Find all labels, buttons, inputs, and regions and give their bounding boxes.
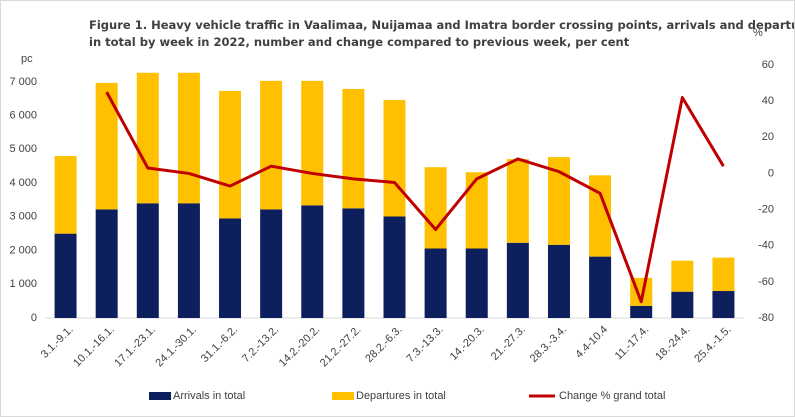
- x-tick-label: 21.2.-27.2.: [318, 324, 364, 370]
- bar: [54, 156, 77, 234]
- x-tick-label: 14.2.-20.2.: [277, 324, 323, 370]
- y2-axis-label: %: [753, 27, 763, 39]
- bar: [465, 248, 488, 318]
- x-tick-label: 10.1.-16.1.: [71, 324, 117, 370]
- legend-label: Departures in total: [356, 390, 446, 402]
- bar: [465, 172, 488, 249]
- bar: [136, 203, 159, 318]
- bar: [424, 248, 447, 318]
- x-tick-label: 28.3.-3.4.: [528, 324, 569, 365]
- x-tick-label: 21.-27.3.: [489, 324, 528, 363]
- x-tick-label: 7.2.-13.2.: [240, 324, 281, 365]
- bar: [136, 72, 159, 204]
- x-tick-label: 17.1.-23.1.: [112, 324, 158, 370]
- bar: [589, 256, 612, 318]
- bar: [671, 260, 694, 292]
- legend-swatch: [149, 392, 171, 400]
- y2-tick-label: 20: [762, 131, 774, 143]
- legend-label: Change % grand total: [559, 390, 665, 402]
- y-tick-label: 0: [31, 312, 37, 324]
- y2-tick-label: -20: [758, 203, 774, 215]
- y-tick-label: 6 000: [9, 110, 37, 122]
- bar: [342, 208, 365, 318]
- x-tick-label: 18.-24.4.: [653, 324, 692, 363]
- bar: [301, 80, 324, 206]
- y-tick-label: 4 000: [9, 177, 37, 189]
- x-tick-label: 3.1.-9.1.: [39, 324, 76, 361]
- x-tick-label: 11.-17.4.: [613, 324, 652, 363]
- x-tick-label: 31.1.-6.2.: [199, 324, 240, 365]
- bar: [301, 205, 324, 318]
- chart-title: Figure 1. Heavy vehicle traffic in Vaali…: [89, 18, 795, 49]
- y2-tick-label: -40: [758, 240, 774, 252]
- y-tick-label: 2 000: [9, 244, 37, 256]
- legend-swatch: [332, 392, 354, 400]
- bar: [630, 305, 653, 318]
- bar: [260, 80, 283, 210]
- x-tick-label: 14.-20.3.: [448, 324, 487, 363]
- y-tick-label: 1 000: [9, 278, 37, 290]
- y-axis-label: pc: [21, 53, 33, 65]
- bar: [712, 257, 735, 292]
- bar: [383, 100, 406, 217]
- y2-tick-label: 60: [762, 59, 774, 71]
- bar: [506, 159, 529, 243]
- bar: [671, 291, 694, 318]
- bar: [424, 167, 447, 249]
- y2-tick-label: -60: [758, 276, 774, 288]
- y2-tick-label: 0: [768, 167, 774, 179]
- bar: [219, 218, 242, 318]
- x-tick-label: 4.4-10.4: [573, 324, 610, 361]
- x-tick-label: 7.3.-13.3.: [404, 324, 445, 365]
- bar: [260, 209, 283, 318]
- bar: [589, 175, 612, 257]
- bar: [177, 203, 200, 318]
- bar: [95, 209, 118, 318]
- bar: [383, 216, 406, 318]
- line: [105, 91, 725, 304]
- bar: [54, 233, 77, 318]
- y-tick-label: 3 000: [9, 211, 37, 223]
- x-tick-label: 28.2.-6.3.: [363, 324, 404, 365]
- bar: [506, 242, 529, 318]
- bar: [342, 88, 365, 209]
- y2-tick-label: 40: [762, 95, 774, 107]
- legend-label: Arrivals in total: [173, 390, 245, 402]
- bar: [547, 244, 570, 318]
- bar: [712, 291, 735, 318]
- bar: [547, 157, 570, 245]
- bar: [177, 72, 200, 204]
- x-tick-label: 25.4.-1.5.: [692, 324, 733, 365]
- bar: [95, 82, 118, 210]
- y-tick-label: 5 000: [9, 143, 37, 155]
- y-tick-label: 7 000: [9, 76, 37, 88]
- y2-tick-label: -80: [758, 312, 774, 324]
- x-tick-label: 24.1.-30.1.: [153, 324, 199, 370]
- bar: [219, 90, 242, 219]
